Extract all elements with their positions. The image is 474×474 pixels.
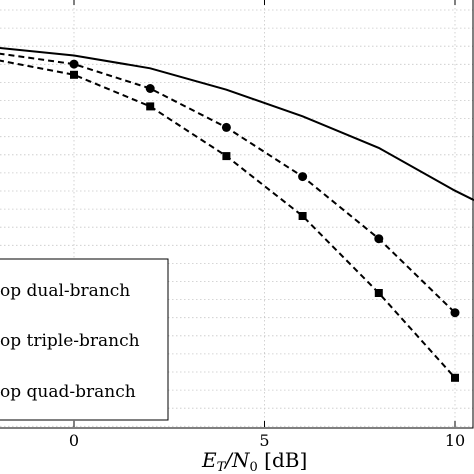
legend-label-dual-branch: op dual-branch (0, 281, 130, 301)
data-point-circle (145, 84, 155, 93)
data-point-circle (221, 122, 231, 132)
x-tick-label: 5 (259, 431, 269, 450)
series-line-3 (0, 59, 456, 379)
data-point-circle (298, 172, 308, 182)
x-tick-label: 0 (69, 431, 79, 450)
series-line-1 (0, 47, 474, 202)
data-point-square (298, 212, 307, 220)
data-point-square (222, 152, 231, 161)
data-point-circle (69, 59, 79, 69)
data-point-square (146, 102, 155, 111)
legend-label-quad-branch: op quad-branch (0, 382, 136, 402)
legend: op dual-branch op triple-branch op quad-… (0, 258, 169, 421)
x-axis-ticks (73, 0, 456, 427)
x-tick-label: 10 (445, 431, 465, 450)
x-axis-tick-labels: 0 5 10 (69, 431, 465, 450)
plot-frame (0, 0, 474, 429)
data-point-square (451, 373, 459, 382)
data-point-circle (374, 234, 384, 244)
legend-label-triple-branch: op triple-branch (0, 331, 140, 351)
series-layer (0, 47, 474, 382)
series-line-2 (0, 52, 456, 314)
data-point-circle (450, 308, 460, 318)
data-point-square (70, 70, 78, 79)
data-point-square (374, 289, 383, 297)
x-axis-label: ET/N0 [dB] (201, 448, 307, 474)
legend-box (0, 258, 169, 421)
grid-lines (0, 0, 474, 427)
